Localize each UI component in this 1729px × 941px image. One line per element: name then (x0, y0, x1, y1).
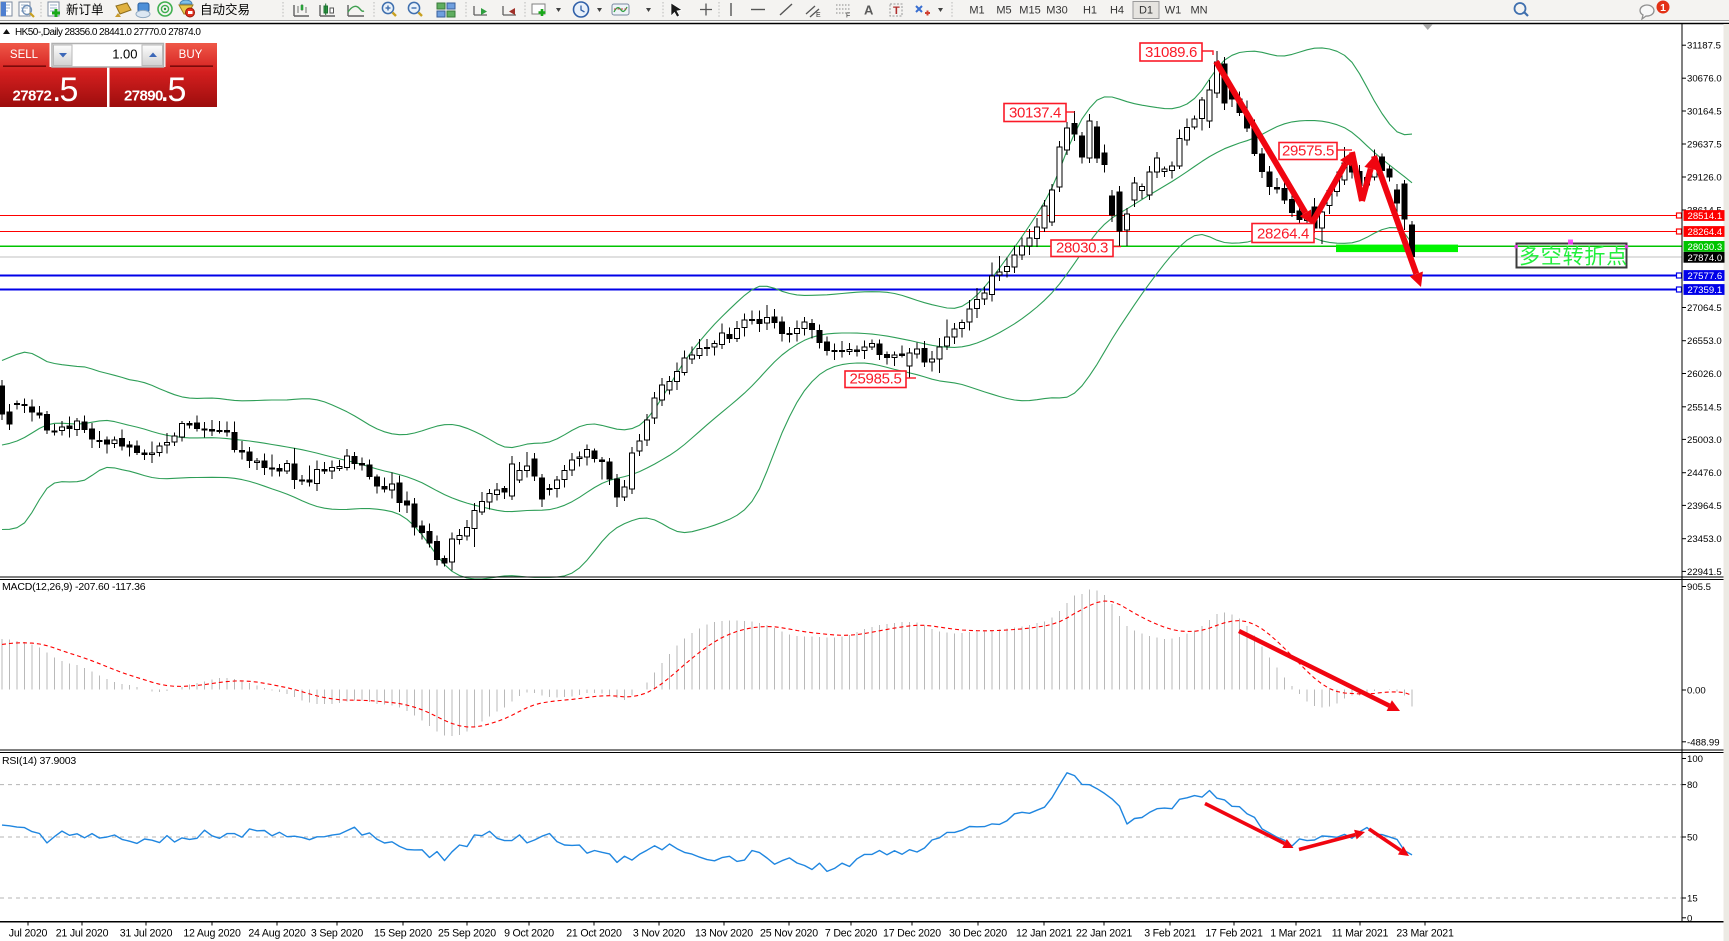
svg-text:27872: 27872 (13, 88, 52, 105)
svg-text:新订单: 新订单 (66, 2, 104, 17)
svg-text:多空转折点: 多空转折点 (1519, 246, 1628, 269)
svg-text:3 Nov 2020: 3 Nov 2020 (633, 928, 685, 940)
svg-text:H1: H1 (1083, 5, 1097, 17)
svg-text:M1: M1 (969, 5, 984, 17)
svg-text:31089.6: 31089.6 (1145, 44, 1197, 61)
svg-text:11 Mar 2021: 11 Mar 2021 (1332, 928, 1389, 940)
svg-text:M30: M30 (1046, 5, 1067, 17)
svg-text:24 Aug 2020: 24 Aug 2020 (248, 928, 306, 940)
svg-text:1: 1 (1660, 2, 1666, 14)
svg-text:M15: M15 (1019, 5, 1040, 17)
svg-text:31187.5: 31187.5 (1687, 41, 1721, 52)
svg-text:.5: .5 (160, 71, 185, 109)
svg-text:.5: .5 (52, 71, 77, 109)
svg-text:29637.5: 29637.5 (1687, 140, 1722, 151)
svg-text:1.00: 1.00 (112, 47, 137, 62)
svg-text:17 Feb 2021: 17 Feb 2021 (1205, 928, 1263, 940)
svg-text:100: 100 (1687, 754, 1703, 765)
svg-text:80: 80 (1687, 780, 1698, 791)
svg-text:A: A (864, 3, 874, 18)
svg-text:0: 0 (1687, 913, 1692, 924)
svg-text:28264.4: 28264.4 (1257, 226, 1309, 243)
svg-text:21 Oct 2020: 21 Oct 2020 (566, 928, 622, 940)
svg-text:27064.5: 27064.5 (1687, 303, 1722, 314)
svg-text:17 Dec 2020: 17 Dec 2020 (883, 928, 941, 940)
svg-text:23 Mar 2021: 23 Mar 2021 (1396, 928, 1454, 940)
svg-text:905.5: 905.5 (1687, 582, 1711, 593)
svg-text:M5: M5 (996, 5, 1011, 17)
svg-text:15: 15 (1687, 894, 1698, 905)
svg-text:W1: W1 (1165, 5, 1182, 17)
svg-text:E: E (816, 12, 821, 19)
svg-text:30164.5: 30164.5 (1687, 107, 1722, 118)
svg-text:H4: H4 (1110, 5, 1124, 17)
svg-text:25985.5: 25985.5 (849, 371, 901, 388)
svg-text:30 Dec 2020: 30 Dec 2020 (949, 928, 1007, 940)
svg-text:HK50-,Daily 28356.0 28441.0 2: HK50-,Daily 28356.0 28441.0 27770.0 2787… (15, 27, 201, 38)
svg-text:T: T (893, 5, 900, 17)
svg-text:28030.3: 28030.3 (1056, 240, 1108, 257)
svg-text:27874.0: 27874.0 (1688, 253, 1723, 264)
svg-text:29575.5: 29575.5 (1282, 143, 1334, 160)
svg-text:自动交易: 自动交易 (200, 2, 250, 17)
svg-text:25003.0: 25003.0 (1687, 435, 1722, 446)
svg-text:F: F (846, 13, 850, 20)
svg-text:12 Jan 2021: 12 Jan 2021 (1016, 928, 1072, 940)
svg-text:27890: 27890 (124, 88, 163, 105)
svg-text:28030.3: 28030.3 (1688, 242, 1723, 253)
svg-text:28514.1: 28514.1 (1688, 211, 1723, 222)
svg-text:24476.0: 24476.0 (1687, 468, 1722, 479)
svg-text:Jul 2020: Jul 2020 (9, 928, 48, 940)
svg-text:23964.5: 23964.5 (1687, 501, 1722, 512)
svg-text:0.00: 0.00 (1687, 686, 1706, 697)
svg-text:27359.1: 27359.1 (1688, 285, 1723, 296)
svg-text:SELL: SELL (10, 49, 39, 61)
svg-text:1 Mar 2021: 1 Mar 2021 (1270, 928, 1322, 940)
svg-text:21 Jul 2020: 21 Jul 2020 (56, 928, 109, 940)
svg-text:30676.0: 30676.0 (1687, 74, 1722, 85)
svg-text:15 Sep 2020: 15 Sep 2020 (374, 928, 432, 940)
svg-text:RSI(14) 37.9003: RSI(14) 37.9003 (2, 755, 76, 767)
svg-text:MN: MN (1190, 5, 1207, 17)
svg-text:D1: D1 (1139, 5, 1153, 17)
svg-text:12 Aug 2020: 12 Aug 2020 (183, 928, 241, 940)
svg-text:50: 50 (1687, 833, 1698, 844)
svg-text:29126.0: 29126.0 (1687, 173, 1722, 184)
svg-text:13 Nov 2020: 13 Nov 2020 (695, 928, 753, 940)
svg-text:25514.5: 25514.5 (1687, 402, 1722, 413)
svg-text:22941.5: 22941.5 (1687, 567, 1722, 578)
svg-text:MACD(12,26,9) -207.60 -117.36: MACD(12,26,9) -207.60 -117.36 (2, 581, 146, 593)
svg-text:25 Sep 2020: 25 Sep 2020 (438, 928, 496, 940)
svg-text:31 Jul 2020: 31 Jul 2020 (120, 928, 173, 940)
svg-text:26553.0: 26553.0 (1687, 336, 1722, 347)
svg-text:28264.4: 28264.4 (1688, 227, 1723, 238)
svg-text:3 Feb 2021: 3 Feb 2021 (1144, 928, 1196, 940)
svg-text:7 Dec 2020: 7 Dec 2020 (825, 928, 877, 940)
svg-text:22 Jan 2021: 22 Jan 2021 (1076, 928, 1132, 940)
svg-text:BUY: BUY (179, 49, 203, 61)
svg-text:26026.0: 26026.0 (1687, 369, 1722, 380)
svg-text:25 Nov 2020: 25 Nov 2020 (760, 928, 818, 940)
svg-text:3 Sep 2020: 3 Sep 2020 (311, 928, 364, 940)
svg-text:27577.6: 27577.6 (1688, 271, 1723, 282)
svg-text:30137.4: 30137.4 (1009, 105, 1061, 122)
svg-text:23453.0: 23453.0 (1687, 534, 1722, 545)
svg-text:9 Oct 2020: 9 Oct 2020 (504, 928, 554, 940)
svg-text:-488.99: -488.99 (1687, 737, 1720, 748)
